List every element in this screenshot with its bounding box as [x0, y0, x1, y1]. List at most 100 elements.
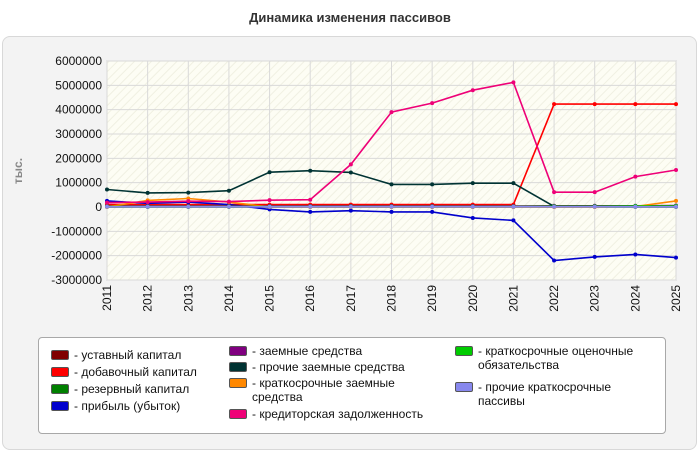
- legend-item: - краткосрочные оценочные обязательства: [455, 344, 655, 372]
- data-point: [145, 204, 150, 209]
- legend-item: - прочие заемные средства: [229, 360, 439, 374]
- data-point: [389, 110, 394, 115]
- data-point: [470, 181, 475, 186]
- legend-label: - уставный капитал: [74, 348, 182, 362]
- data-point: [592, 254, 597, 259]
- y-tick-label: -1000000: [51, 224, 102, 238]
- legend-swatch: [51, 350, 69, 360]
- legend-item: - добавочный капитал: [51, 365, 221, 379]
- legend-label: - кредиторская задолженность: [252, 407, 424, 421]
- data-point: [592, 102, 597, 107]
- legend-item: - резервный капитал: [51, 382, 221, 396]
- legend-item: - уставный капитал: [51, 348, 221, 362]
- x-tick-label: 2021: [506, 285, 520, 312]
- x-tick-label: 2023: [588, 285, 602, 312]
- y-axis-label: тыс.: [11, 158, 25, 184]
- y-tick-label: -2000000: [51, 249, 102, 263]
- legend-item: - краткосрочные заемные средства: [229, 376, 439, 404]
- data-point: [552, 190, 557, 195]
- legend-item: - заемные средства: [229, 344, 439, 358]
- data-point: [430, 204, 435, 209]
- x-tick-label: 2019: [425, 285, 439, 312]
- data-point: [633, 102, 638, 107]
- data-point: [470, 204, 475, 209]
- data-point: [186, 199, 191, 204]
- legend-label: - прочие краткосрочные пассивы: [478, 380, 612, 408]
- data-point: [267, 198, 272, 203]
- y-tick-label: 5000000: [55, 78, 102, 92]
- data-point: [389, 209, 394, 214]
- legend-swatch: [455, 346, 473, 356]
- data-point: [105, 200, 109, 205]
- data-point: [592, 190, 597, 195]
- data-point: [674, 255, 678, 260]
- x-tick-label: 2025: [669, 285, 683, 312]
- x-tick-label: 2016: [303, 285, 317, 312]
- data-point: [348, 162, 353, 167]
- data-point: [470, 215, 475, 220]
- x-tick-label: 2017: [344, 285, 358, 312]
- legend-swatch: [229, 409, 247, 419]
- data-point: [348, 204, 353, 209]
- data-point: [674, 204, 678, 209]
- data-point: [552, 102, 557, 107]
- data-point: [511, 181, 516, 186]
- data-point: [308, 209, 313, 214]
- data-point: [226, 188, 231, 193]
- x-tick-label: 2011: [100, 285, 114, 311]
- legend-label: - резервный капитал: [74, 382, 190, 396]
- y-tick-label: -3000000: [51, 273, 102, 287]
- data-point: [267, 170, 272, 175]
- data-point: [267, 204, 272, 209]
- x-tick-label: 2015: [263, 285, 277, 312]
- data-point: [226, 199, 231, 204]
- x-tick-label: 2013: [181, 285, 195, 312]
- data-point: [226, 204, 231, 209]
- legend-swatch: [229, 378, 247, 388]
- y-tick-label: 2000000: [55, 151, 102, 165]
- x-tick-label: 2020: [466, 285, 480, 312]
- y-tick-label: 4000000: [55, 103, 102, 117]
- data-point: [633, 174, 638, 179]
- x-tick-label: 2018: [385, 285, 399, 312]
- legend-swatch: [51, 384, 69, 394]
- data-point: [430, 209, 435, 214]
- data-point: [633, 252, 638, 257]
- data-point: [430, 182, 435, 187]
- x-tick-label: 2024: [628, 285, 642, 312]
- y-tick-label: 3000000: [55, 127, 102, 141]
- legend-swatch: [51, 401, 69, 411]
- data-point: [105, 204, 109, 209]
- data-point: [186, 190, 191, 195]
- legend-label: - прибыль (убыток): [74, 399, 181, 413]
- y-tick-label: 1000000: [55, 176, 102, 190]
- data-point: [470, 88, 475, 93]
- x-tick-label: 2022: [547, 285, 561, 312]
- data-point: [348, 208, 353, 213]
- legend-label: - краткосрочные заемные средства: [252, 376, 395, 404]
- data-point: [430, 101, 435, 106]
- data-point: [348, 170, 353, 175]
- legend-label: - краткосрочные оценочные обязательства: [478, 344, 634, 372]
- data-point: [633, 204, 638, 209]
- chart-legend: - уставный капитал - добавочный капитал - …: [38, 337, 666, 434]
- y-tick-label: 0: [95, 200, 102, 214]
- legend-swatch: [229, 346, 247, 356]
- legend-swatch: [229, 362, 247, 372]
- data-point: [511, 80, 516, 85]
- chart-title: Динамика изменения пассивов: [249, 10, 451, 25]
- data-point: [592, 204, 597, 209]
- legend-label: - прочие заемные средства: [252, 360, 405, 374]
- data-point: [308, 168, 313, 173]
- legend-label: - добавочный капитал: [74, 365, 197, 379]
- legend-item: - прочие краткосрочные пассивы: [455, 380, 655, 408]
- data-point: [511, 218, 516, 223]
- x-tick-label: 2014: [222, 285, 236, 312]
- data-point: [389, 182, 394, 187]
- y-tick-label: 6000000: [55, 54, 102, 68]
- data-point: [552, 204, 557, 209]
- legend-swatch: [455, 382, 473, 392]
- data-point: [511, 204, 516, 209]
- x-tick-label: 2012: [141, 285, 155, 312]
